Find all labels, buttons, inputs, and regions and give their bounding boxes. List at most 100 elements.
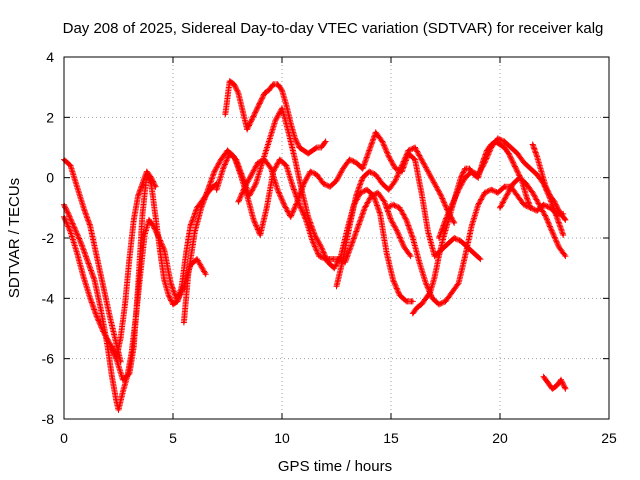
- data-point: [453, 236, 456, 240]
- data-point: [128, 257, 131, 261]
- data-point: [95, 254, 98, 258]
- data-series-arc-4: [109, 168, 159, 362]
- data-point: [193, 230, 196, 234]
- y-tick-label: -4: [42, 290, 55, 306]
- data-point: [86, 260, 90, 264]
- data-point: [535, 173, 539, 176]
- data-point: [320, 146, 323, 149]
- data-point: [529, 167, 532, 170]
- data-point: [411, 300, 414, 303]
- data-point: [457, 188, 460, 191]
- data-point: [398, 206, 401, 210]
- data-point: [328, 185, 332, 188]
- data-point: [503, 146, 506, 149]
- data-point: [136, 194, 140, 197]
- data-point: [237, 92, 240, 95]
- data-point: [405, 218, 408, 222]
- data-point: [154, 215, 157, 219]
- data-point: [507, 152, 510, 155]
- data-point: [287, 131, 290, 134]
- tick-layer: 0 5 10 15 20 25 -8 -6 -4 -2 0 2 4: [42, 49, 617, 446]
- data-point: [472, 251, 476, 255]
- x-tick-label: 5: [169, 430, 177, 446]
- data-point: [75, 185, 79, 188]
- data-point: [524, 182, 528, 185]
- data-point: [522, 203, 526, 207]
- x-tick-label: 15: [383, 430, 399, 446]
- data-point: [431, 297, 434, 300]
- y-tick-label: 0: [46, 170, 54, 186]
- data-point: [200, 206, 203, 210]
- data-point: [341, 257, 345, 261]
- data-point: [189, 224, 192, 228]
- data-point: [426, 230, 430, 234]
- data-point: [241, 176, 244, 179]
- data-point: [224, 113, 227, 116]
- data-point: [381, 140, 384, 143]
- data-point: [267, 140, 271, 143]
- data-point: [259, 233, 262, 237]
- data-point: [354, 194, 358, 197]
- data-point: [285, 164, 288, 167]
- data-point: [291, 185, 295, 188]
- data-point: [457, 282, 460, 285]
- data-point: [272, 82, 275, 86]
- data-point: [219, 158, 223, 161]
- data-point: [250, 119, 253, 122]
- data-point: [75, 251, 79, 255]
- data-point: [531, 143, 534, 146]
- data-point: [99, 309, 103, 312]
- data-point: [535, 209, 539, 213]
- data-point: [522, 161, 526, 164]
- data-point: [391, 203, 395, 207]
- data-point: [557, 209, 561, 213]
- data-point: [562, 233, 565, 237]
- data-point: [463, 254, 467, 258]
- data-point: [278, 158, 282, 161]
- data-point: [241, 110, 244, 113]
- data-point: [324, 140, 327, 143]
- data-point: [564, 218, 567, 222]
- data-point: [376, 191, 380, 194]
- data-point: [555, 215, 558, 219]
- data-point: [420, 158, 423, 161]
- data-point: [463, 167, 467, 170]
- data-point: [477, 173, 480, 176]
- data-point: [411, 312, 414, 315]
- data-point: [326, 260, 329, 264]
- data-point: [256, 161, 260, 164]
- data-series-arc-14: [529, 141, 569, 223]
- data-point: [509, 146, 513, 149]
- data-point: [215, 188, 218, 191]
- data-point: [95, 315, 98, 318]
- data-point: [442, 236, 445, 240]
- data-point: [276, 82, 279, 86]
- data-point: [544, 215, 547, 219]
- data-point: [263, 92, 266, 95]
- data-series-arc-10: [383, 183, 567, 308]
- data-point: [121, 390, 125, 394]
- data-point: [254, 182, 258, 185]
- data-point: [317, 254, 321, 258]
- data-point: [468, 167, 471, 170]
- data-point: [368, 170, 371, 173]
- x-tick-label: 10: [274, 430, 290, 446]
- data-point: [119, 336, 122, 339]
- data-point: [516, 170, 519, 173]
- data-point: [265, 206, 268, 210]
- data-point: [245, 128, 249, 131]
- data-point: [333, 266, 336, 270]
- data-point: [361, 167, 364, 170]
- data-point: [315, 146, 319, 149]
- y-tick-label: 4: [46, 49, 54, 65]
- data-point: [546, 381, 550, 384]
- y-tick-label: 2: [46, 109, 54, 125]
- data-point: [204, 273, 207, 276]
- data-point: [551, 230, 554, 234]
- data-point: [141, 212, 144, 216]
- data-point: [437, 303, 441, 306]
- data-point: [389, 218, 393, 222]
- data-point: [437, 254, 441, 258]
- data-point: [248, 194, 251, 197]
